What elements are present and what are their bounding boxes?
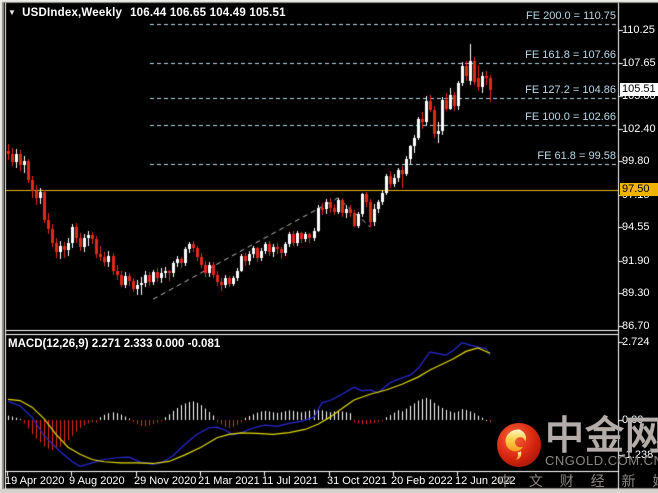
ohlc-values: 106.44 106.65 104.49 105.51	[130, 7, 286, 19]
time-axis-label: 9 Aug 2020	[69, 475, 125, 487]
symbol-label: USDIndex,Weekly	[22, 7, 123, 19]
price-axis-label: 99.80	[622, 155, 650, 167]
fib-level-label: FE 200.0 = 110.75	[525, 10, 616, 22]
current-price-badge: 105.51	[620, 83, 658, 96]
price-axis-label: 102.40	[622, 123, 656, 135]
macd-indicator-label: MACD(12,26,9) 2.271 2.333 0.000 -0.081	[8, 338, 221, 350]
fib-level-label: FE 161.8 = 107.66	[525, 49, 616, 61]
fib-level-label: FE 100.0 = 102.66	[525, 111, 616, 123]
cngold-logo-icon	[497, 423, 541, 467]
time-axis-label: 20 Feb 2022	[391, 475, 453, 487]
brand-name: 中金网	[545, 415, 658, 458]
time-axis-label: 12 Jun 2022	[455, 475, 516, 487]
price-axis-label: 91.90	[622, 255, 650, 267]
price-axis-label: 107.65	[622, 57, 656, 69]
price-axis-label: 86.70	[622, 320, 650, 332]
cngold-watermark: 中金网 CNGOLD.COM.CN 中 文 财 经 新 媒 体	[496, 415, 658, 491]
time-axis-label: 29 Nov 2020	[134, 475, 197, 487]
fib-level-label: FE 127.2 = 104.86	[525, 84, 616, 96]
price-axis-label: 89.30	[622, 287, 650, 299]
time-axis-label: 11 Jul 2021	[262, 475, 319, 487]
macd-axis-label: 2.724	[622, 336, 650, 348]
brand-domain: CNGOLD.COM.CN	[545, 453, 658, 468]
symbol-dropdown-icon[interactable]: ▼	[8, 8, 17, 17]
time-axis-label: 19 Apr 2020	[5, 475, 65, 487]
hline-price-badge: 97.50	[620, 183, 658, 196]
brand-tagline: 中 文 财 经 新 媒 体	[498, 473, 658, 489]
chart-title: ▼ USDIndex,Weekly 106.44 106.65 104.49 105…	[8, 7, 286, 19]
macd-axis-label: -1.238	[622, 449, 654, 461]
fib-level-label: FE 61.8 = 99.58	[537, 150, 616, 162]
time-axis-label: 21 Mar 2021	[198, 475, 260, 487]
time-axis-label: 31 Oct 2021	[327, 475, 387, 487]
price-axis-label: 110.25	[622, 24, 655, 36]
macd-axis-label: 0.00	[622, 414, 644, 426]
price-axis-label: 94.55	[622, 221, 650, 233]
